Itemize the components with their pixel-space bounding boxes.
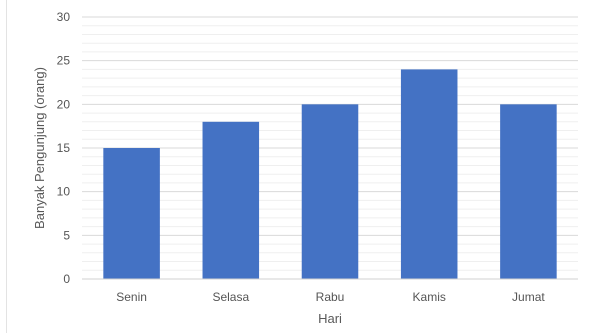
bar-kamis (400, 69, 458, 280)
bar-jumat (500, 104, 557, 279)
y-axis-title: Banyak Pengunjung (orang) (32, 67, 47, 229)
y-tick-label: 15 (57, 141, 71, 155)
y-tick-label: 20 (57, 97, 71, 111)
y-tick-label: 10 (57, 185, 71, 199)
y-axis-ticks: 0 5 10 15 20 25 30 (57, 10, 71, 286)
x-tick-label: Selasa (212, 290, 249, 304)
x-tick-label: Jumat (512, 290, 545, 304)
bar-selasa (202, 121, 260, 279)
left-frame-edge (6, 0, 7, 333)
y-tick-label: 30 (57, 10, 71, 24)
x-tick-label: Kamis (413, 290, 446, 304)
y-tick-label: 25 (57, 54, 71, 68)
x-tick-label: Senin (116, 290, 147, 304)
x-tick-label: Rabu (316, 290, 345, 304)
x-axis-title: Hari (318, 311, 342, 326)
y-tick-label: 5 (63, 228, 70, 242)
y-tick-label: 0 (63, 272, 70, 286)
bar-rabu (301, 104, 359, 279)
bar-senin (103, 148, 160, 279)
bars (103, 69, 557, 280)
x-axis-ticks: Senin Selasa Rabu Kamis Jumat (116, 290, 545, 304)
